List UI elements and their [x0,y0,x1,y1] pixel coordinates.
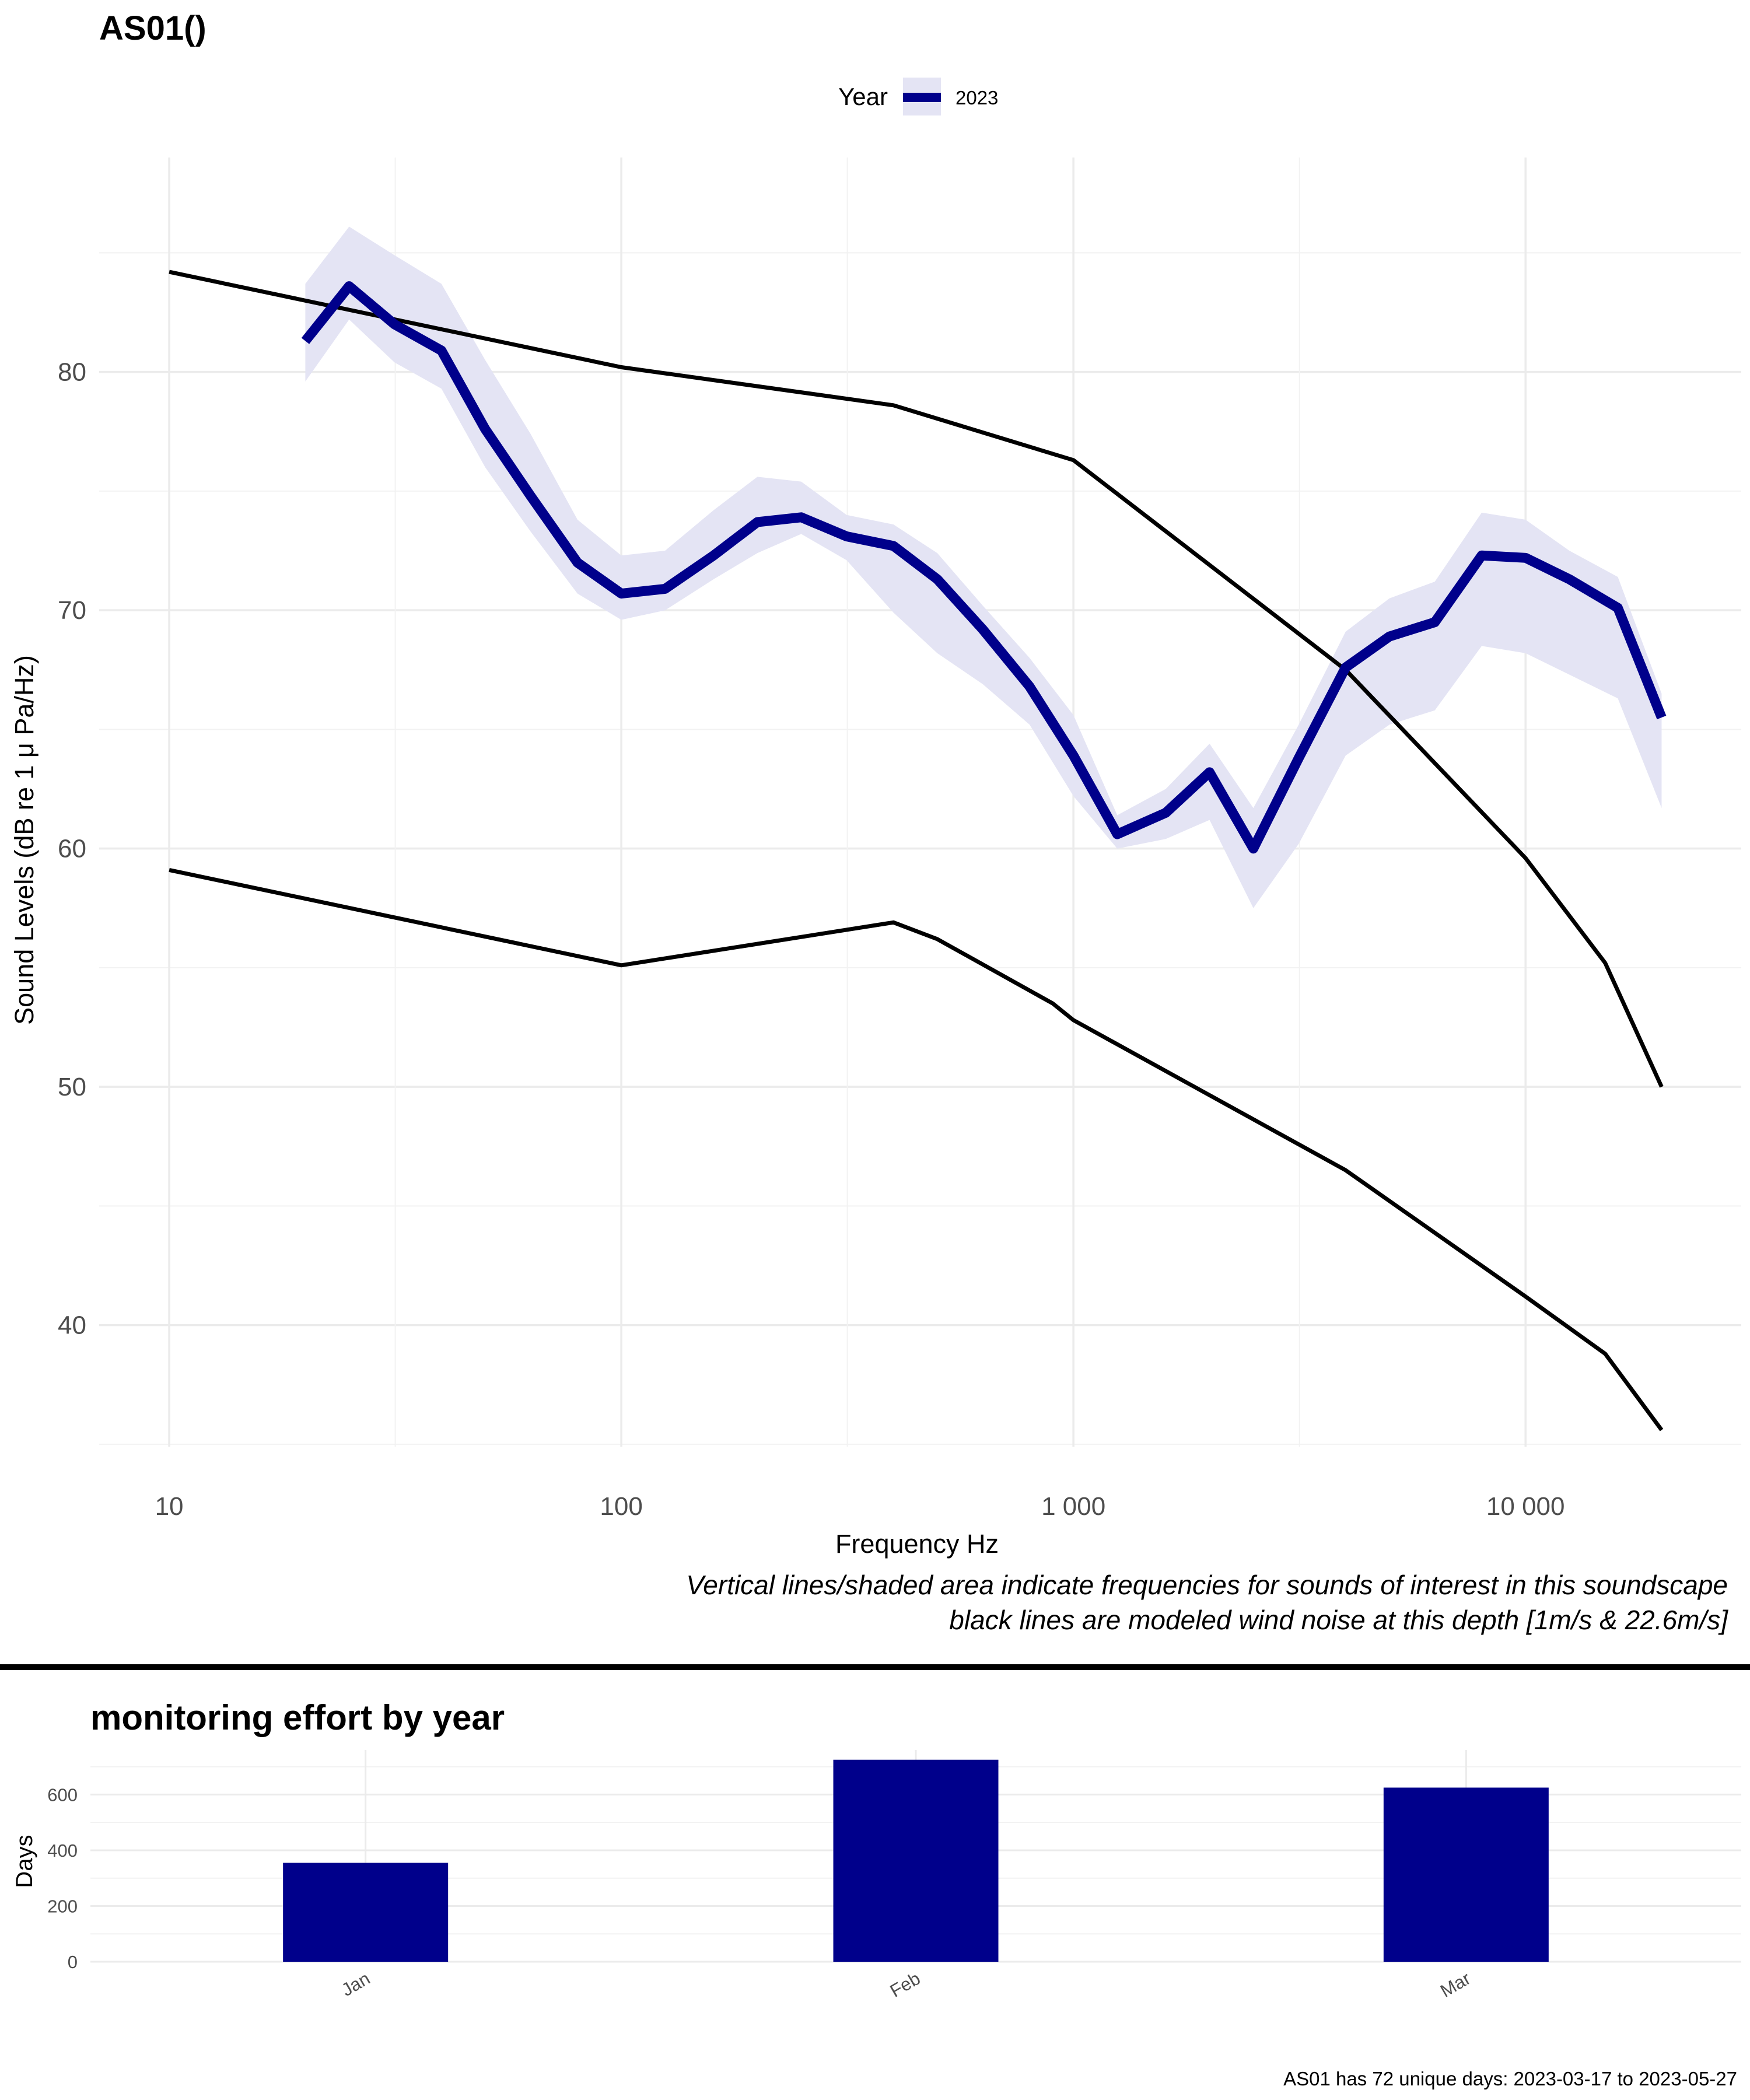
x-tick-label: 100 [600,1492,642,1521]
effort-caption: AS01 has 72 unique days: 2023-03-17 to 2… [1283,2068,1737,2090]
series-line-2023 [301,281,1667,854]
effort-y-tick-label: 200 [47,1896,78,1916]
spectrum-chart: AS01() Year 2023 10 100 1 000 10 000 40 50 60… [9,9,1741,1635]
x-axis-label: Frequency Hz [835,1529,999,1559]
effort-y-tick-label: 0 [68,1952,78,1972]
spectrum-legend: Year 2023 [838,78,998,116]
spectrum-x-tick-labels: 10 100 1 000 10 000 [155,1492,1565,1521]
spectrum-y-tick-labels: 40 50 60 70 80 [58,358,86,1340]
annotation-line-2: black lines are modeled wind noise at th… [949,1605,1728,1635]
wind-noise-line-high [169,270,1664,1088]
annotation-line-1: Vertical lines/shaded area indicate freq… [686,1570,1728,1600]
x-tick-label: 10 [155,1492,184,1521]
effort-chart-title: monitoring effort by year [90,1698,505,1737]
confidence-band-2023 [305,226,1662,908]
spectrum-confidence-band [305,226,1662,908]
y-tick-label: 70 [58,596,86,625]
y-tick-label: 80 [58,358,86,387]
y-axis-label: Sound Levels (dB re 1 μ Pa/Hz) [9,655,39,1025]
y-tick-label: 40 [58,1311,86,1340]
bar-jan [283,1863,449,1962]
effort-bars [283,1759,1549,1962]
effort-y-tick-labels: 0 200 400 600 [47,1784,78,1972]
wind-noise-line-low [169,867,1664,1432]
y-tick-label: 50 [58,1073,86,1101]
spectrum-chart-title: AS01() [99,9,206,47]
effort-y-axis-label: Days [12,1835,37,1888]
bar-feb [833,1759,999,1962]
legend-entry-2023: 2023 [956,87,998,108]
legend-title: Year [838,83,888,110]
effort-y-tick-label: 600 [47,1784,78,1805]
effort-y-tick-label: 400 [47,1840,78,1861]
section-divider [0,1664,1750,1670]
x-tick-label: 10 000 [1486,1492,1565,1521]
bar-mar [1383,1787,1549,1962]
y-tick-label: 60 [58,835,86,863]
x-tick-label: 1 000 [1041,1492,1105,1521]
spectrum-lines [169,270,1667,1432]
spectrum-grid [99,158,1741,1447]
